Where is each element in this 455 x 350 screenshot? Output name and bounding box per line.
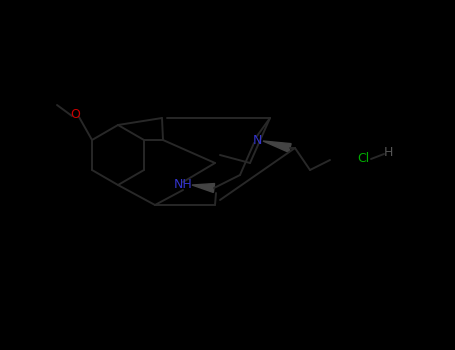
Text: O: O [70,108,80,121]
Text: N: N [253,133,262,147]
Polygon shape [263,141,291,152]
Text: Cl: Cl [357,152,369,164]
Text: H: H [383,147,393,160]
Text: NH: NH [174,178,192,191]
Polygon shape [192,183,215,192]
